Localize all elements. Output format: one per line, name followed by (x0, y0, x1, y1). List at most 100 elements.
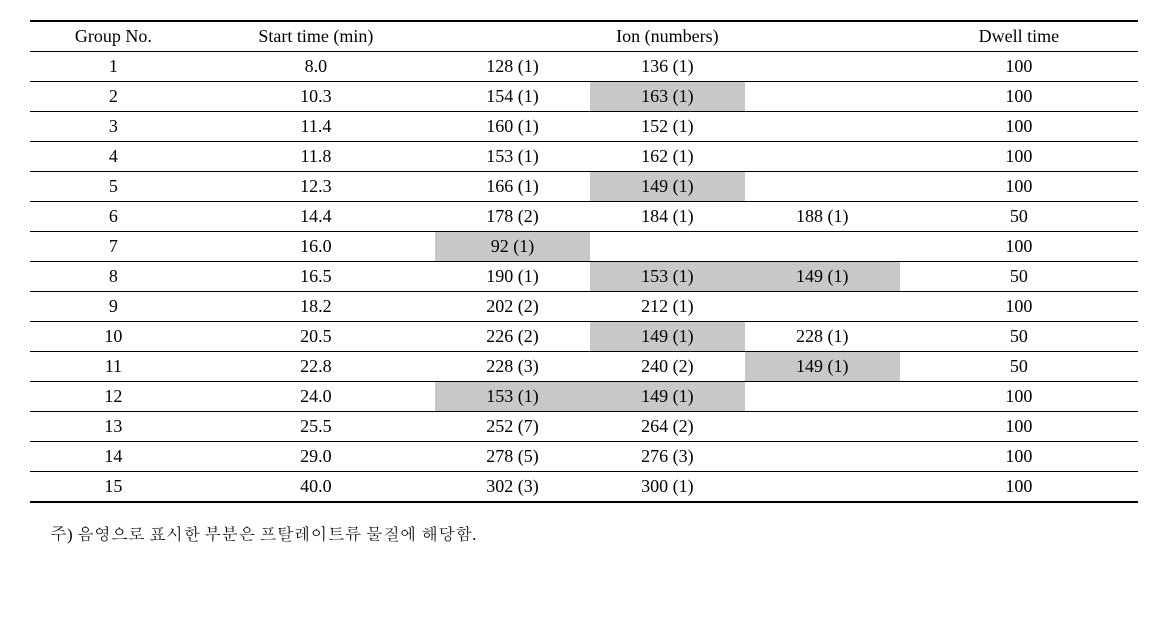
cell-ion-2: 152 (1) (590, 112, 745, 142)
cell-ion-2 (590, 232, 745, 262)
cell-ion-3 (745, 52, 900, 82)
cell-ion-3: 149 (1) (745, 352, 900, 382)
table-row: 918.2202 (2)212 (1)100 (30, 292, 1138, 322)
header-dwell-time: Dwell time (900, 21, 1138, 52)
cell-group-no: 14 (30, 442, 197, 472)
cell-ion-1: 153 (1) (435, 382, 590, 412)
cell-start-time: 20.5 (197, 322, 435, 352)
cell-dwell-time: 100 (900, 442, 1138, 472)
cell-ion-1: 228 (3) (435, 352, 590, 382)
cell-group-no: 1 (30, 52, 197, 82)
table-row: 1224.0153 (1)149 (1)100 (30, 382, 1138, 412)
cell-group-no: 13 (30, 412, 197, 442)
cell-ion-2: 184 (1) (590, 202, 745, 232)
cell-group-no: 11 (30, 352, 197, 382)
cell-group-no: 8 (30, 262, 197, 292)
cell-ion-1: 226 (2) (435, 322, 590, 352)
table-row: 18.0128 (1)136 (1) 100 (30, 52, 1138, 82)
cell-ion-1: 278 (5) (435, 442, 590, 472)
table-row: 716.092 (1)100 (30, 232, 1138, 262)
cell-group-no: 5 (30, 172, 197, 202)
cell-ion-3 (745, 142, 900, 172)
cell-start-time: 8.0 (197, 52, 435, 82)
cell-ion-1: 154 (1) (435, 82, 590, 112)
cell-start-time: 40.0 (197, 472, 435, 503)
table-row: 614.4178 (2)184 (1)188 (1)50 (30, 202, 1138, 232)
cell-ion-3: 188 (1) (745, 202, 900, 232)
cell-ion-3 (745, 412, 900, 442)
cell-dwell-time: 50 (900, 262, 1138, 292)
cell-group-no: 12 (30, 382, 197, 412)
cell-start-time: 22.8 (197, 352, 435, 382)
cell-ion-1: 128 (1) (435, 52, 590, 82)
cell-dwell-time: 100 (900, 52, 1138, 82)
cell-start-time: 18.2 (197, 292, 435, 322)
cell-dwell-time: 50 (900, 202, 1138, 232)
table-row: 210.3154 (1)163 (1) 100 (30, 82, 1138, 112)
cell-ion-3 (745, 232, 900, 262)
cell-dwell-time: 100 (900, 172, 1138, 202)
cell-start-time: 10.3 (197, 82, 435, 112)
cell-ion-3: 228 (1) (745, 322, 900, 352)
header-start-time: Start time (min) (197, 21, 435, 52)
cell-ion-2: 136 (1) (590, 52, 745, 82)
cell-group-no: 4 (30, 142, 197, 172)
header-group-no: Group No. (30, 21, 197, 52)
cell-ion-3 (745, 472, 900, 503)
cell-ion-3 (745, 82, 900, 112)
cell-ion-2: 264 (2) (590, 412, 745, 442)
cell-ion-1: 92 (1) (435, 232, 590, 262)
cell-start-time: 25.5 (197, 412, 435, 442)
cell-group-no: 6 (30, 202, 197, 232)
table-footnote: 주) 음영으로 표시한 부분은 프탈레이트류 물질에 해당함. (30, 521, 1138, 545)
table-row: 816.5190 (1)153 (1)149 (1)50 (30, 262, 1138, 292)
cell-dwell-time: 100 (900, 472, 1138, 503)
cell-ion-1: 202 (2) (435, 292, 590, 322)
table-row: 311.4160 (1)152 (1)100 (30, 112, 1138, 142)
cell-start-time: 24.0 (197, 382, 435, 412)
cell-ion-1: 178 (2) (435, 202, 590, 232)
cell-dwell-time: 50 (900, 352, 1138, 382)
table-row: 411.8153 (1)162 (1) 100 (30, 142, 1138, 172)
cell-ion-3: 149 (1) (745, 262, 900, 292)
cell-ion-1: 166 (1) (435, 172, 590, 202)
header-ion-numbers: Ion (numbers) (435, 21, 900, 52)
table-header-row: Group No. Start time (min) Ion (numbers)… (30, 21, 1138, 52)
cell-group-no: 9 (30, 292, 197, 322)
cell-dwell-time: 100 (900, 412, 1138, 442)
cell-ion-2: 153 (1) (590, 262, 745, 292)
cell-ion-2: 149 (1) (590, 172, 745, 202)
cell-start-time: 29.0 (197, 442, 435, 472)
cell-start-time: 16.5 (197, 262, 435, 292)
cell-start-time: 14.4 (197, 202, 435, 232)
cell-group-no: 15 (30, 472, 197, 503)
cell-ion-2: 276 (3) (590, 442, 745, 472)
cell-dwell-time: 100 (900, 232, 1138, 262)
cell-start-time: 16.0 (197, 232, 435, 262)
cell-ion-1: 252 (7) (435, 412, 590, 442)
cell-ion-3 (745, 442, 900, 472)
cell-ion-1: 190 (1) (435, 262, 590, 292)
cell-ion-3 (745, 382, 900, 412)
cell-ion-2: 240 (2) (590, 352, 745, 382)
table-body: 18.0128 (1)136 (1)100210.3154 (1)163 (1)… (30, 52, 1138, 503)
cell-dwell-time: 100 (900, 142, 1138, 172)
cell-group-no: 10 (30, 322, 197, 352)
cell-group-no: 2 (30, 82, 197, 112)
table-row: 1429.0278 (5)276 (3) 100 (30, 442, 1138, 472)
cell-group-no: 3 (30, 112, 197, 142)
cell-ion-1: 153 (1) (435, 142, 590, 172)
cell-dwell-time: 100 (900, 382, 1138, 412)
table-row: 1122.8228 (3)240 (2)149 (1)50 (30, 352, 1138, 382)
cell-dwell-time: 100 (900, 292, 1138, 322)
cell-start-time: 11.8 (197, 142, 435, 172)
cell-ion-1: 302 (3) (435, 472, 590, 503)
cell-ion-2: 163 (1) (590, 82, 745, 112)
cell-dwell-time: 100 (900, 112, 1138, 142)
cell-ion-1: 160 (1) (435, 112, 590, 142)
cell-dwell-time: 100 (900, 82, 1138, 112)
table-row: 512.3166 (1)149 (1)100 (30, 172, 1138, 202)
cell-ion-2: 162 (1) (590, 142, 745, 172)
cell-ion-2: 300 (1) (590, 472, 745, 503)
cell-ion-3 (745, 112, 900, 142)
